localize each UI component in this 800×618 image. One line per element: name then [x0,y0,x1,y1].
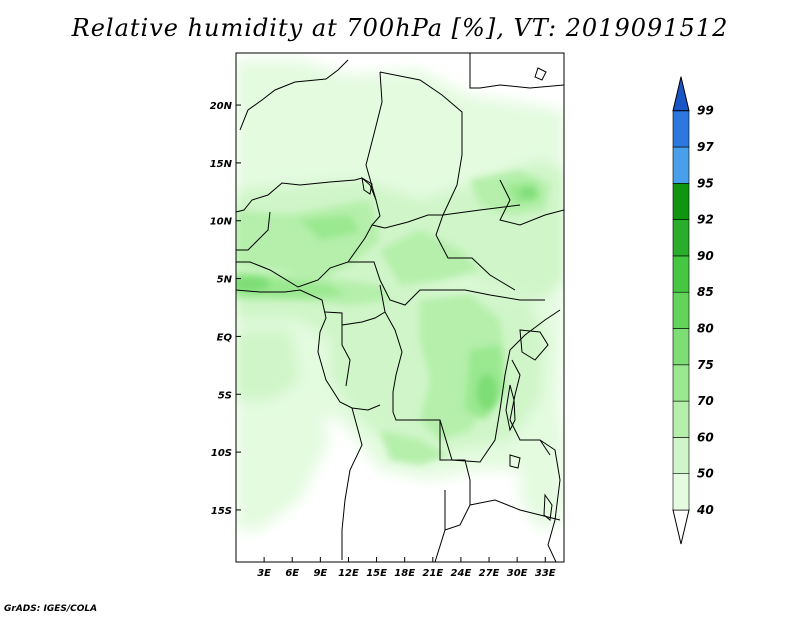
colorbar-bin [672,219,690,257]
colorbar-label: 60 [697,430,714,444]
colorbar-label: 80 [697,322,714,336]
credit-label: GrADS: IGES/COLA [4,604,98,614]
lon-tick-label: 24E [451,568,472,579]
lon-tick-label: 9E [313,568,327,579]
colorbar: 40 50 60 70 75 80 85 90 92 95 97 99 [672,76,714,545]
colorbar-label: 99 [697,104,714,118]
lat-tick-label: 15N [210,159,233,170]
colorbar-bin [672,364,690,402]
lon-tick-label: 12E [338,568,359,579]
lat-tick-label: 5N [217,275,233,286]
colorbar-label: 90 [697,249,714,263]
plot-frame [235,52,565,563]
lat-tick-label: 20N [210,101,233,112]
lon-tick-label: 15E [366,568,387,579]
colorbar-bin [672,146,690,184]
colorbar-label: 50 [697,467,714,481]
colorbar-bin [672,400,690,438]
colorbar-bin [672,328,690,366]
colorbar-label: 97 [697,140,714,154]
lon-tick-label: 27E [479,568,500,579]
lon-tick-label: 33E [535,568,556,579]
lon-tick-label: 3E [257,568,271,579]
colorbar-bin [672,291,690,329]
axis-ticks: 20N 15N 10N 5N EQ 5S 10S 15S 3E 6E 9E 12E 15E 18E 21E 2… [210,101,556,579]
lakes [361,67,553,521]
lon-tick-label: 21E [422,568,443,579]
chart-title: Relative humidity at 700hPa [%], VT: 201… [71,14,729,42]
humidity-field [236,53,564,562]
colorbar-high-triangle [672,76,690,112]
colorbar-label: 85 [697,285,714,299]
lat-tick-label: EQ [217,332,233,343]
lon-tick-label: 18E [394,568,415,579]
colorbar-label: 92 [697,213,714,227]
colorbar-low-triangle [672,509,690,545]
lat-tick-label: 15S [211,506,232,517]
lon-tick-label: 6E [285,568,299,579]
colorbar-label: 95 [697,176,714,190]
colorbar-bin [672,437,690,474]
colorbar-bin [672,110,690,148]
colorbar-bin [672,473,690,511]
colorbar-label: 40 [696,503,714,517]
country-borders [236,53,564,562]
colorbar-label: 75 [697,358,714,372]
lat-tick-label: 5S [218,390,232,401]
colorbar-bin [672,255,690,293]
lat-tick-label: 10N [210,217,233,228]
colorbar-bin [672,183,690,220]
lon-tick-label: 30E [507,568,528,579]
colorbar-label: 70 [697,394,714,408]
lat-tick-label: 10S [211,448,232,459]
